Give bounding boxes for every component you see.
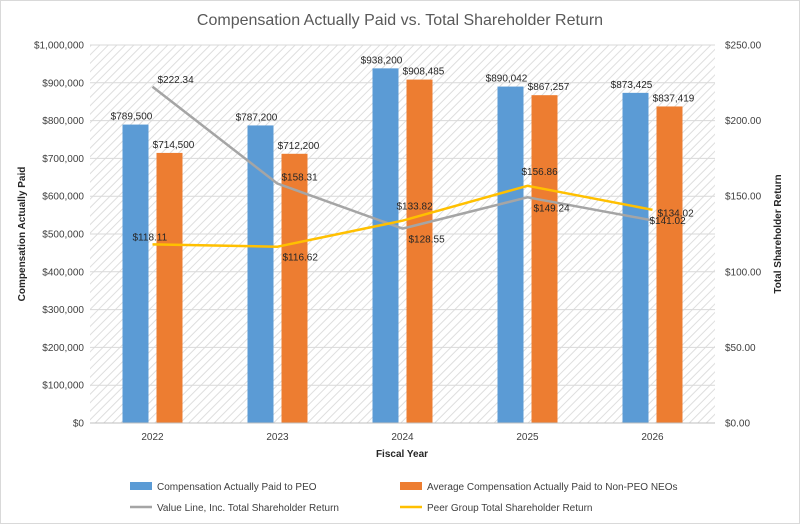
x-axis-title: Fiscal Year — [376, 449, 428, 460]
legend-label-value-line: Value Line, Inc. Total Shareholder Retur… — [157, 503, 339, 514]
line-label-value-line: $134.02 — [658, 208, 695, 219]
x-tick-label: 2022 — [141, 432, 164, 443]
line-value-line-tsr — [151, 85, 653, 230]
bar-label-neo: $908,485 — [403, 67, 445, 78]
legend-label-peo: Compensation Actually Paid to PEO — [157, 482, 317, 493]
legend: Compensation Actually Paid to PEO Averag… — [130, 482, 678, 514]
y-left-tick-label: $100,000 — [42, 381, 84, 392]
y-left-tick-label: $700,000 — [42, 154, 84, 165]
line-peer-group-tsr — [152, 184, 653, 248]
y-right-tick-label: $100.00 — [725, 267, 762, 278]
legend-swatch-peo — [130, 482, 152, 490]
y-right-tick-label: $250.00 — [725, 41, 762, 52]
x-tick-label: 2024 — [391, 432, 414, 443]
legend-swatch-neo — [400, 482, 422, 490]
legend-label-peer-group: Peer Group Total Shareholder Return — [427, 503, 592, 514]
line-label-peer-group: $133.82 — [397, 202, 434, 213]
line-label-value-line: $158.31 — [282, 173, 319, 184]
bar-neo — [531, 95, 558, 424]
bar-peo — [497, 86, 524, 424]
y-left-tick-label: $400,000 — [42, 267, 84, 278]
axes: $0 $100,000 $200,000 $300,000 $400,000 $500,0… — [34, 41, 762, 444]
y-left-tick-label: $1,000,000 — [34, 41, 84, 52]
x-tick-label: 2025 — [516, 432, 539, 443]
x-tick-label: 2026 — [641, 432, 664, 443]
y-axis-left-title: Compensation Actually Paid — [17, 167, 28, 302]
y-left-tick-label: $300,000 — [42, 305, 84, 316]
line-label-peer-group: $118.11 — [133, 232, 168, 243]
bar-label-neo: $867,257 — [528, 82, 570, 93]
y-left-tick-label: $0 — [73, 419, 85, 430]
bar-label-peo: $789,500 — [111, 112, 153, 123]
gridlines — [90, 44, 715, 424]
bar-label-neo: $837,419 — [653, 93, 695, 104]
y-right-tick-label: $50.00 — [725, 343, 756, 354]
chart-title: Compensation Actually Paid vs. Total Sha… — [197, 12, 603, 29]
bar-peo — [122, 124, 149, 423]
y-left-tick-label: $500,000 — [42, 230, 84, 241]
y-right-tick-label: $0.00 — [725, 419, 750, 430]
line-label-peer-group: $156.86 — [522, 167, 559, 178]
data-labels: $789,500 $787,200 $938,200 $890,042 $873,425… — [111, 55, 695, 263]
line-label-peer-group: $141.02 — [650, 216, 687, 227]
bars — [122, 68, 683, 424]
bar-neo — [406, 79, 433, 424]
y-right-tick-label: $200.00 — [725, 116, 762, 127]
y-left-tick-label: $600,000 — [42, 192, 84, 203]
bar-peo — [622, 92, 649, 424]
line-label-value-line: $222.34 — [158, 75, 195, 86]
y-left-tick-label: $200,000 — [42, 343, 84, 354]
bar-label-peo: $890,042 — [486, 74, 528, 85]
bar-neo — [156, 152, 183, 423]
bar-neo — [656, 106, 683, 423]
bar-peo — [247, 125, 274, 423]
line-label-value-line: $149.24 — [534, 203, 571, 214]
y-left-tick-label: $900,000 — [42, 78, 84, 89]
bar-label-peo: $938,200 — [361, 55, 403, 66]
bar-label-peo: $787,200 — [236, 112, 278, 123]
y-left-tick-label: $800,000 — [42, 116, 84, 127]
legend-label-neo: Average Compensation Actually Paid to No… — [427, 482, 678, 493]
line-label-value-line: $128.55 — [409, 235, 446, 246]
x-tick-label: 2023 — [266, 432, 289, 443]
line-label-peer-group: $116.62 — [283, 253, 319, 264]
y-axis-right-title: Total Shareholder Return — [773, 174, 784, 293]
bar-peo — [372, 68, 399, 423]
bar-label-neo: $712,200 — [278, 141, 320, 152]
bar-label-neo: $714,500 — [153, 140, 195, 151]
bar-neo — [281, 153, 308, 424]
lines — [151, 85, 653, 248]
y-right-tick-label: $150.00 — [725, 192, 762, 203]
bar-label-peo: $873,425 — [611, 80, 653, 91]
